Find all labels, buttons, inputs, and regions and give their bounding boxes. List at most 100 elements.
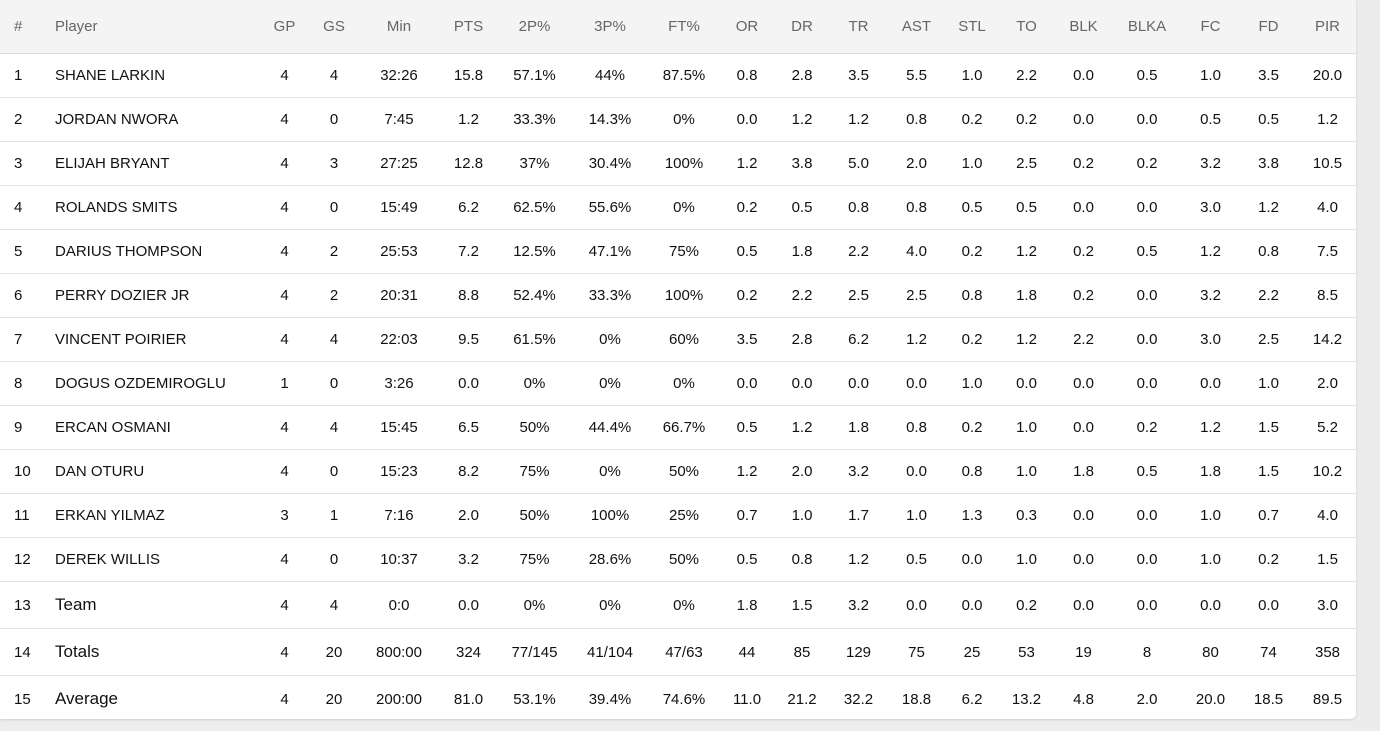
cell-fd: 0.0 (1238, 581, 1299, 629)
column-header-fc[interactable]: FC (1183, 0, 1238, 54)
cell-3p-pct: 28.6% (573, 537, 647, 582)
cell-min: 0:0 (357, 581, 441, 629)
column-header-pts[interactable]: PTS (441, 0, 496, 54)
cell-stl: 0.2 (947, 229, 997, 274)
column-header-ft-pct[interactable]: FT% (647, 0, 721, 54)
cell-to: 0.2 (997, 97, 1056, 142)
cell-gp: 4 (258, 537, 311, 582)
summary-row: 13 Team 4 4 0:0 0.0 0% 0% 0% 1.8 1.5 3.2 0.0 0.0 0.2 0.… (0, 581, 1356, 629)
cell-ft-pct: 0% (647, 361, 721, 406)
cell-pts: 6.5 (441, 405, 496, 450)
cell-to: 1.0 (997, 405, 1056, 450)
cell-player[interactable]: DOGUS OZDEMIROGLU (55, 361, 258, 406)
cell-dr: 0.0 (773, 361, 831, 406)
cell-dr: 0.5 (773, 185, 831, 230)
cell-player[interactable]: PERRY DOZIER JR (55, 273, 258, 318)
cell-dr: 1.5 (773, 581, 831, 629)
cell-ast: 75 (886, 628, 947, 676)
cell-2p-pct: 37% (496, 141, 573, 186)
cell-fd: 74 (1238, 628, 1299, 676)
cell-3p-pct: 14.3% (573, 97, 647, 142)
cell-min: 7:16 (357, 493, 441, 538)
cell-rank: 9 (0, 405, 55, 450)
cell-gs: 4 (311, 405, 357, 450)
cell-2p-pct: 50% (496, 493, 573, 538)
column-header-to[interactable]: TO (997, 0, 1056, 54)
cell-gp: 4 (258, 141, 311, 186)
column-header-3p-pct[interactable]: 3P% (573, 0, 647, 54)
column-header-dr[interactable]: DR (773, 0, 831, 54)
cell-fc: 80 (1183, 628, 1238, 676)
cell-gs: 4 (311, 53, 357, 98)
column-header-stl[interactable]: STL (947, 0, 997, 54)
cell-fc: 1.2 (1183, 405, 1238, 450)
column-header-ast[interactable]: AST (886, 0, 947, 54)
cell-or: 1.2 (721, 449, 773, 494)
cell-ast: 0.0 (886, 361, 947, 406)
cell-stl: 1.3 (947, 493, 997, 538)
column-header-min[interactable]: Min (357, 0, 441, 54)
cell-gp: 4 (258, 97, 311, 142)
cell-stl: 0.0 (947, 581, 997, 629)
cell-player[interactable]: ELIJAH BRYANT (55, 141, 258, 186)
cell-pir: 10.5 (1299, 141, 1356, 186)
cell-ft-pct: 0% (647, 185, 721, 230)
cell-blk: 4.8 (1073, 690, 1094, 708)
cell-gs: 0 (311, 97, 357, 142)
column-header-blk[interactable]: BLK (1056, 0, 1111, 54)
cell-to: 1.8 (997, 273, 1056, 318)
cell-rank: 14 (0, 628, 55, 676)
cell-pts: 2.0 (441, 493, 496, 538)
cell-fd: 1.0 (1238, 361, 1299, 406)
cell-pir: 1.5 (1299, 537, 1356, 582)
column-header-rank[interactable]: # (0, 0, 55, 54)
cell-player[interactable]: SHANE LARKIN (55, 53, 258, 98)
cell-rank: 13 (0, 581, 55, 629)
cell-blk: 19 (1056, 628, 1111, 676)
cell-player[interactable]: ERKAN YILMAZ (55, 493, 258, 538)
column-header-player[interactable]: Player (55, 0, 258, 54)
cell-stl: 0.8 (947, 273, 997, 318)
cell-tr: 129 (831, 628, 886, 676)
column-header-tr[interactable]: TR (831, 0, 886, 54)
column-header-pir[interactable]: PIR (1299, 0, 1356, 54)
cell-or: 0.0 (721, 97, 773, 142)
cell-pir: 3.0 (1299, 581, 1356, 629)
cell-player[interactable]: JORDAN NWORA (55, 97, 258, 142)
column-header-2p-pct[interactable]: 2P% (496, 0, 573, 54)
cell-stl: 0.2 (947, 97, 997, 142)
cell-min: 32:26 (357, 53, 441, 98)
cell-3p-pct: 44% (573, 53, 647, 98)
cell-gs: 4 (311, 581, 357, 629)
column-header-blka[interactable]: BLKA (1111, 0, 1183, 54)
cell-pir: 89.5 (1312, 690, 1343, 708)
cell-player[interactable]: DARIUS THOMPSON (55, 229, 258, 274)
cell-2p-pct: 53.1% (513, 690, 556, 708)
cell-min: 15:49 (357, 185, 441, 230)
cell-blka: 0.0 (1111, 273, 1183, 318)
cell-player[interactable]: DEREK WILLIS (55, 537, 258, 582)
cell-to: 1.2 (997, 229, 1056, 274)
cell-player[interactable]: VINCENT POIRIER (55, 317, 258, 362)
cell-player[interactable]: ERCAN OSMANI (55, 405, 258, 450)
cell-dr: 3.8 (773, 141, 831, 186)
cell-2p-pct: 0% (496, 581, 573, 629)
cell-pir: 4.0 (1299, 185, 1356, 230)
column-header-fd[interactable]: FD (1238, 0, 1299, 54)
cell-player[interactable]: ROLANDS SMITS (55, 185, 258, 230)
cell-tr: 1.8 (831, 405, 886, 450)
cell-fc: 0.0 (1183, 581, 1238, 629)
cell-dr: 0.8 (773, 537, 831, 582)
column-header-gs[interactable]: GS (311, 0, 357, 54)
column-header-gp[interactable]: GP (258, 0, 311, 54)
cell-3p-pct: 100% (573, 493, 647, 538)
column-header-or[interactable]: OR (721, 0, 773, 54)
cell-ast: 2.5 (886, 273, 947, 318)
cell-stl: 0.0 (947, 537, 997, 582)
cell-player[interactable]: DAN OTURU (55, 449, 258, 494)
cell-3p-pct: 0% (573, 449, 647, 494)
cell-tr: 3.2 (831, 581, 886, 629)
cell-blka: 0.0 (1111, 537, 1183, 582)
player-stats-table: # Player GP GS Min PTS 2P% 3P% FT% OR DR TR AST STL TO… (0, 0, 1356, 708)
cell-tr: 1.7 (831, 493, 886, 538)
